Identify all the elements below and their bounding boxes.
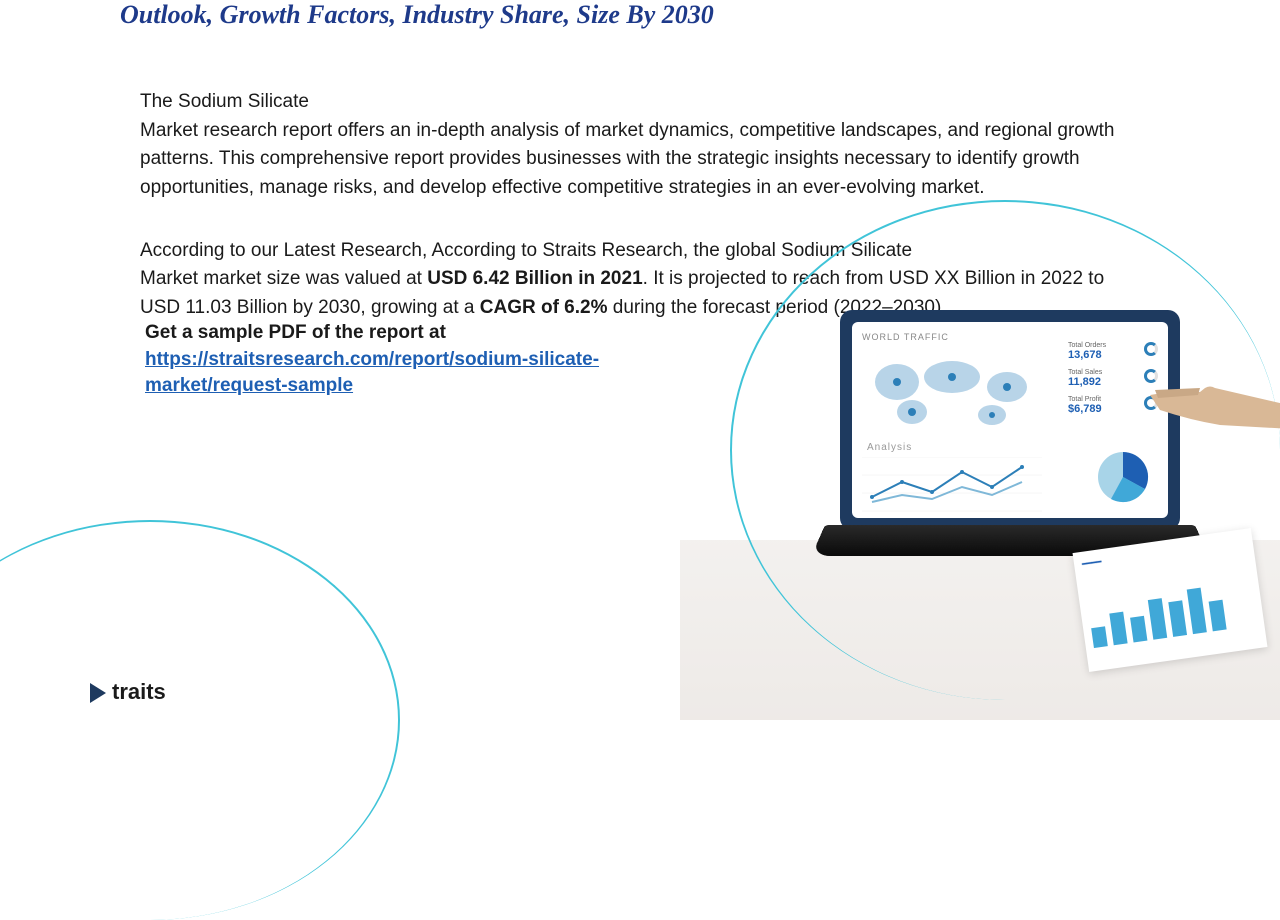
dashboard: WORLD TRAFFIC Total Orders 13,678 — [852, 322, 1168, 518]
logo-triangle-icon — [90, 683, 106, 703]
sample-label: Get a sample PDF of the report at — [145, 322, 446, 343]
donut-icon — [1144, 342, 1158, 356]
stat-profit: Total Profit $6,789 — [1068, 396, 1158, 415]
logo-text: traits — [112, 679, 166, 704]
analysis-label: Analysis — [867, 442, 912, 453]
stats-panel: Total Orders 13,678 Total Sales 11,892 T… — [1068, 342, 1158, 423]
market-value: USD 6.42 Billion in 2021 — [427, 268, 642, 289]
bar — [1109, 612, 1127, 646]
sample-link[interactable]: https://straitsresearch.com/report/sodiu… — [145, 349, 599, 397]
paper-document: ━━━━ — [1073, 528, 1268, 672]
bar — [1168, 600, 1187, 637]
pie-chart-icon — [1093, 447, 1153, 507]
sample-cta: Get a sample PDF of the report at https:… — [145, 320, 625, 400]
bar — [1209, 600, 1227, 632]
logo: traits — [90, 679, 166, 705]
intro-description: Market research report offers an in-dept… — [140, 120, 1114, 198]
paper-bar-chart — [1087, 576, 1256, 648]
cagr-value: CAGR of 6.2% — [480, 297, 608, 318]
stat-orders: Total Orders 13,678 — [1068, 342, 1158, 361]
bar — [1130, 616, 1147, 643]
bar — [1148, 598, 1167, 640]
hand-pointing-icon — [1150, 360, 1280, 430]
decorative-curve-bottom — [0, 520, 400, 920]
world-map-icon — [862, 347, 1042, 437]
bar — [1091, 626, 1108, 648]
dashboard-title: WORLD TRAFFIC — [862, 332, 1158, 342]
line-chart-icon — [862, 457, 1042, 512]
page-subtitle: Outlook, Growth Factors, Industry Share,… — [120, 0, 714, 30]
research-pre: Market market size was valued at — [140, 268, 427, 289]
research-source: According to our Latest Research, Accord… — [140, 240, 912, 261]
stat-sales: Total Sales 11,892 — [1068, 369, 1158, 388]
bar — [1187, 588, 1207, 635]
laptop-screen: WORLD TRAFFIC Total Orders 13,678 — [840, 310, 1180, 530]
intro-product: The Sodium Silicate — [140, 91, 309, 112]
